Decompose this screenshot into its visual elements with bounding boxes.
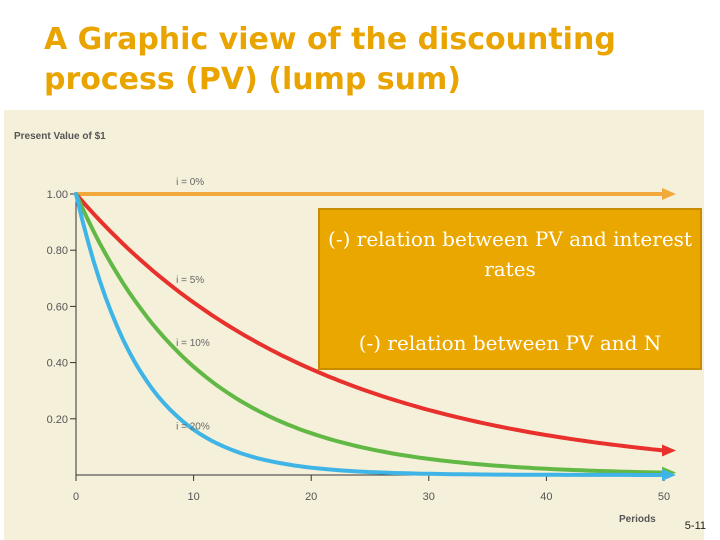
x-tick-label: 20: [305, 491, 317, 503]
x-tick-label: 30: [423, 491, 435, 503]
slide-number: 5-11: [684, 520, 706, 532]
series-line-2: [74, 192, 666, 453]
series-label: i = 0%: [176, 177, 204, 188]
x-tick-label: 10: [187, 491, 199, 503]
series-arrowhead-4: [662, 468, 676, 481]
series-line-4: [74, 192, 666, 477]
slide-title: A Graphic view of the discounting proces…: [44, 22, 616, 97]
y-tick-label: 0.20: [47, 414, 68, 426]
x-tick-label: 50: [658, 491, 670, 503]
series-line-3: [74, 192, 666, 475]
callout-box: (-) relation between PV and interest rat…: [318, 208, 702, 370]
callout-period-relation: (-) relation between PV and N: [358, 331, 662, 355]
y-tick-label: 0.40: [47, 358, 68, 370]
y-tick-label: 0.60: [47, 301, 68, 313]
x-tick-label: 40: [540, 491, 552, 503]
series-label: i = 5%: [176, 275, 204, 286]
y-tick-label: 1.00: [47, 189, 68, 201]
x-tick-label: 0: [73, 491, 79, 503]
y-axis-title: Present Value of $1: [14, 131, 106, 142]
series-arrowhead-1: [662, 188, 676, 200]
series-label: i = 20%: [176, 422, 210, 433]
callout-rate-relation: (-) relation between PV and interest rat…: [328, 227, 692, 281]
x-axis-title: Periods: [619, 514, 656, 525]
y-tick-label: 0.80: [47, 245, 68, 257]
series-arrowhead-2: [662, 444, 676, 457]
series-label: i = 10%: [176, 338, 210, 349]
